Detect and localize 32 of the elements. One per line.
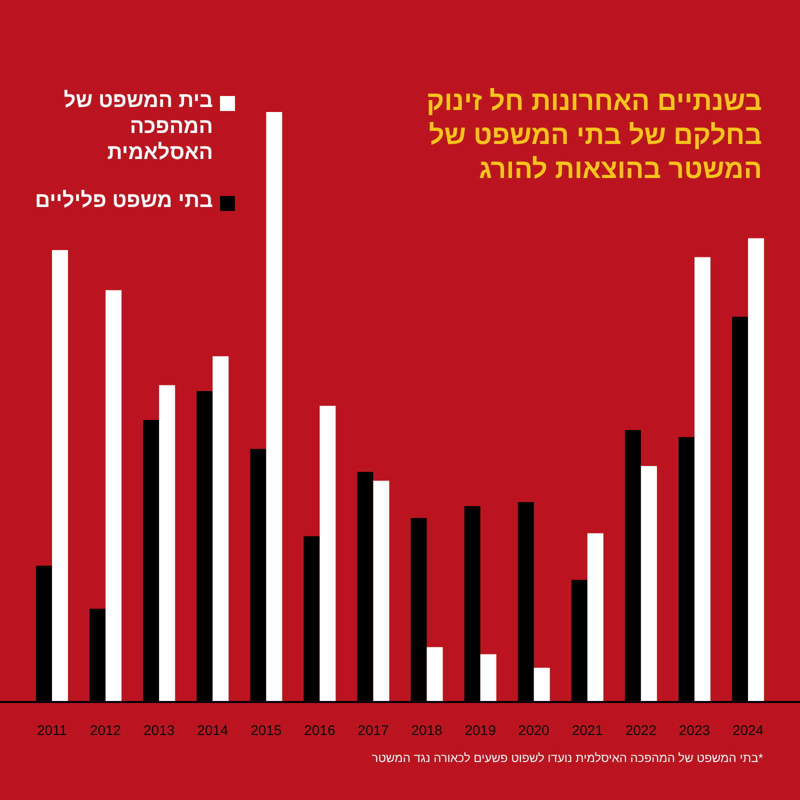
legend-label: בתי משפט פליליים — [34, 188, 213, 214]
x-tick-label: 2011 — [36, 722, 68, 738]
bar — [640, 466, 657, 702]
x-tick-label: 2020 — [518, 722, 550, 738]
bar — [534, 668, 550, 702]
bar — [748, 238, 764, 702]
bar — [266, 112, 282, 702]
x-tick-label: 2022 — [625, 722, 657, 738]
bar — [373, 480, 390, 702]
x-tick-label: 2017 — [358, 722, 390, 738]
bar — [587, 533, 604, 702]
x-tick-label: 2019 — [464, 722, 496, 738]
bar — [426, 647, 443, 702]
legend-label: בית המשפט של המהפכה האסלאמית — [62, 88, 213, 166]
bar — [694, 257, 710, 702]
x-tick-label: 2024 — [732, 722, 764, 738]
x-tick-label: 2023 — [678, 722, 710, 738]
x-tick-label: 2016 — [304, 722, 336, 738]
x-tick-label: 2021 — [572, 722, 604, 738]
text: *בתי המשפט של המהפכה האיסלמית נועדו לשפוט פשעים לכאורה נגד המשטר — [370, 751, 763, 766]
x-tick-label: 2018 — [411, 722, 443, 738]
chart-title: בשנתיים האחרונות חל זינוק בחלקם של בתי המשפט של המשטר בהוצאות להורג — [426, 85, 762, 186]
bar — [480, 654, 496, 702]
x-tick-label: 2015 — [250, 722, 282, 738]
x-tick-label: 2012 — [90, 722, 122, 738]
bar — [52, 250, 68, 702]
bar — [106, 290, 122, 702]
bar — [320, 406, 336, 702]
bar — [212, 356, 229, 702]
bar — [159, 385, 176, 702]
x-tick-label: 2014 — [197, 722, 228, 738]
x-tick-label: 2013 — [144, 722, 175, 738]
